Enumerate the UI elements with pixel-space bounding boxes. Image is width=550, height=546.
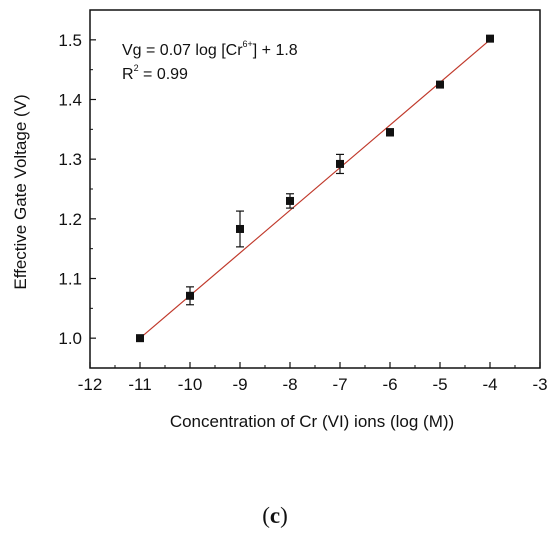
x-tick-label: -9: [232, 375, 247, 394]
data-points: [136, 34, 494, 343]
x-tick-label: -5: [432, 375, 447, 394]
fit-line: [139, 39, 491, 339]
y-axis-title: Effective Gate Voltage (V): [11, 94, 30, 289]
r-squared-annotation: R2 = 0.99: [122, 63, 188, 83]
data-point: [186, 291, 194, 300]
data-point: [436, 80, 444, 89]
y-tick-label: 1.4: [58, 91, 82, 110]
data-point: [286, 196, 294, 205]
data-point: [336, 159, 344, 168]
x-tick-label: -3: [532, 375, 547, 394]
panel-caption: (c): [262, 503, 288, 528]
data-point: [486, 34, 494, 43]
x-tick-label: -8: [282, 375, 297, 394]
y-tick-label: 1.3: [58, 150, 82, 169]
y-tick-label: 1.0: [58, 329, 82, 348]
ticks: -12 -11 -10 -9 -8 -7 -6 -5 -4 -3 1.0 1.1 1.2 1.3 1.4 1.…: [58, 31, 547, 394]
y-tick-label: 1.5: [58, 31, 82, 50]
x-tick-label: -7: [332, 375, 347, 394]
data-point: [236, 224, 244, 233]
data-point: [136, 334, 144, 343]
x-tick-label: -11: [128, 375, 151, 394]
x-tick-label: -10: [178, 375, 203, 394]
x-axis-title: Concentration of Cr (VI) ions (log (M)): [170, 412, 454, 431]
data-point: [386, 128, 394, 137]
x-tick-label: -6: [382, 375, 397, 394]
fit-line-group: [139, 39, 491, 339]
y-tick-label: 1.1: [58, 270, 82, 289]
y-tick-label: 1.2: [58, 210, 82, 229]
x-tick-label: -4: [482, 375, 497, 394]
x-tick-label: -12: [78, 375, 103, 394]
equation-annotation: Vg = 0.07 log [Cr6+] + 1.8: [122, 39, 298, 59]
